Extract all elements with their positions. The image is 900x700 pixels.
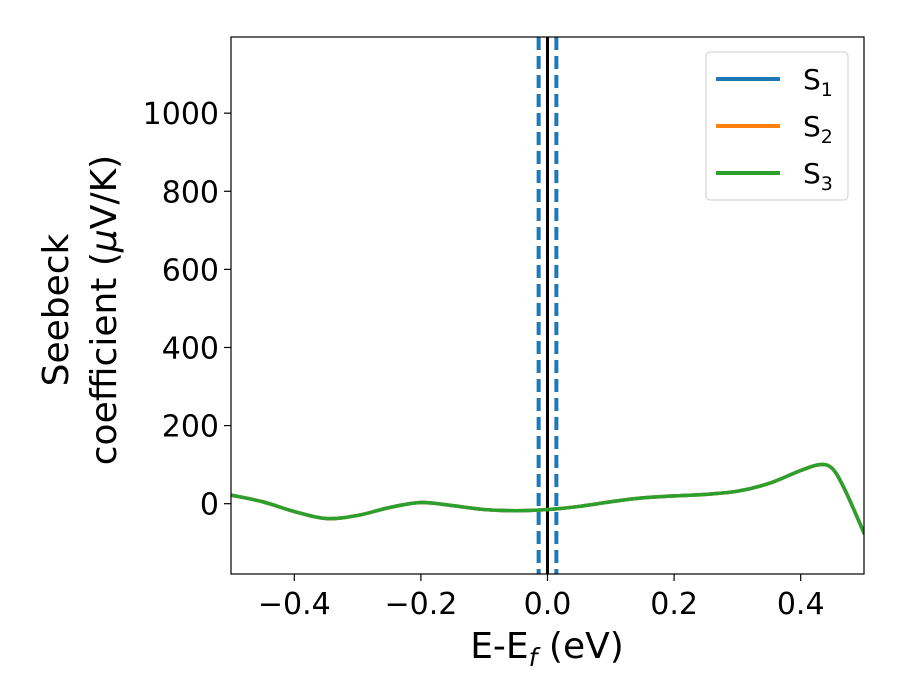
y-tick-label: 0 [200,488,219,523]
y-tick-label: 800 [162,175,219,210]
y-axis-label: Seebeck coefficient (μV/K) [36,155,125,465]
x-tick-label: 0.0 [524,587,572,622]
x-tick-label: −0.4 [258,587,331,622]
x-axis-label: E-Ef (eV) [470,626,624,672]
y-tick-label: 400 [162,331,219,366]
y-tick-label: 600 [162,253,219,288]
x-tick-label: −0.2 [384,587,457,622]
series-line-s3 [231,462,864,535]
legend-label: S1 [803,63,833,101]
y-tick-label: 200 [162,410,219,445]
y-tick-label: 1000 [143,97,219,132]
legend-label: S3 [803,157,833,195]
legend-label: S2 [803,110,833,148]
legend: S1 S2 S3 [705,51,849,201]
x-tick-label: 0.2 [650,587,698,622]
x-tick-label: 0.4 [777,587,825,622]
